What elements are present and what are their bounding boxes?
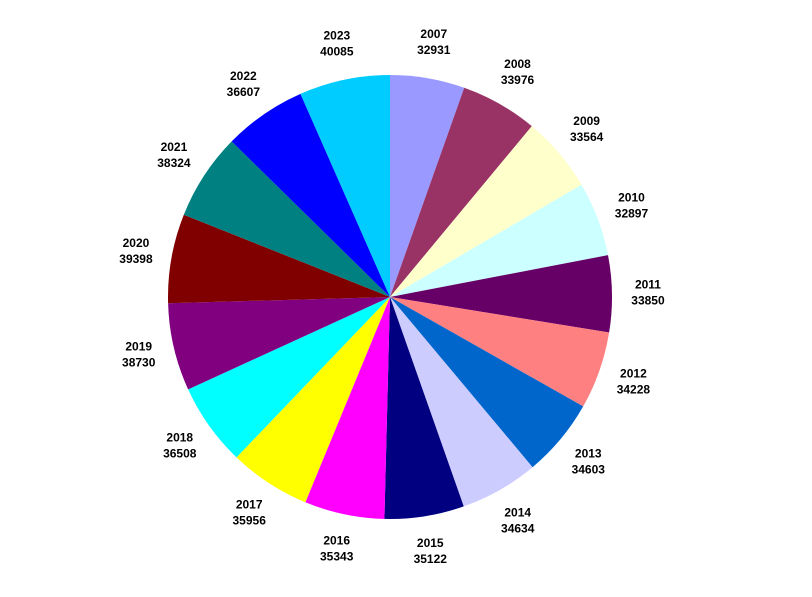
slice-value: 32931 [417,43,451,57]
slice-value: 34634 [501,521,535,535]
slice-value: 33564 [570,130,604,144]
slice-category: 2012 [620,367,647,381]
pie-slice [305,297,390,519]
slice-value: 38324 [157,156,191,170]
slice-value: 33850 [631,293,665,307]
slice-value: 34603 [572,462,606,476]
slice-category: 2020 [123,236,150,250]
pie-slice [188,297,390,458]
pie-slice [236,297,390,503]
slice-category: 2010 [618,190,645,204]
slice-category: 2008 [504,57,531,71]
pie-slice [183,141,390,297]
slice-category: 2023 [323,29,350,43]
pie-slice [168,297,390,390]
slice-value: 32897 [615,206,649,220]
slice-value: 36607 [227,85,261,99]
slice-value: 40085 [320,45,354,59]
slice-category: 2018 [166,431,193,445]
slice-value: 34228 [617,383,651,397]
slice-category: 2007 [420,27,447,41]
slice-value: 33976 [501,73,535,87]
pie-slice [390,184,609,297]
pie-slice [390,297,533,507]
pie-slice [390,126,582,297]
slice-value: 39398 [119,252,153,266]
slice-value: 35343 [320,550,354,564]
pie-slice [167,214,390,304]
slice-category: 2022 [230,69,257,83]
slice-category: 2019 [125,340,152,354]
slice-category: 2016 [323,534,350,548]
pie-slice [384,297,464,519]
slice-category: 2021 [161,140,188,154]
pie-slice [390,75,465,297]
slice-value: 36508 [163,447,197,461]
slice-category: 2011 [635,277,661,291]
pie-slice [390,255,612,333]
slice-value: 35956 [233,513,267,527]
pie-slice [300,75,390,297]
pie-slice [390,297,610,407]
pie-slice [390,297,584,468]
slice-value: 35122 [414,552,448,566]
slice-category: 2015 [417,536,444,550]
slice-category: 2009 [573,114,600,128]
slice-value: 38730 [122,356,156,370]
pie-slice [231,93,390,298]
slice-category: 2013 [575,446,602,460]
slice-category: 2014 [504,505,531,519]
pie-slice [390,87,532,297]
slice-category: 2017 [236,497,263,511]
